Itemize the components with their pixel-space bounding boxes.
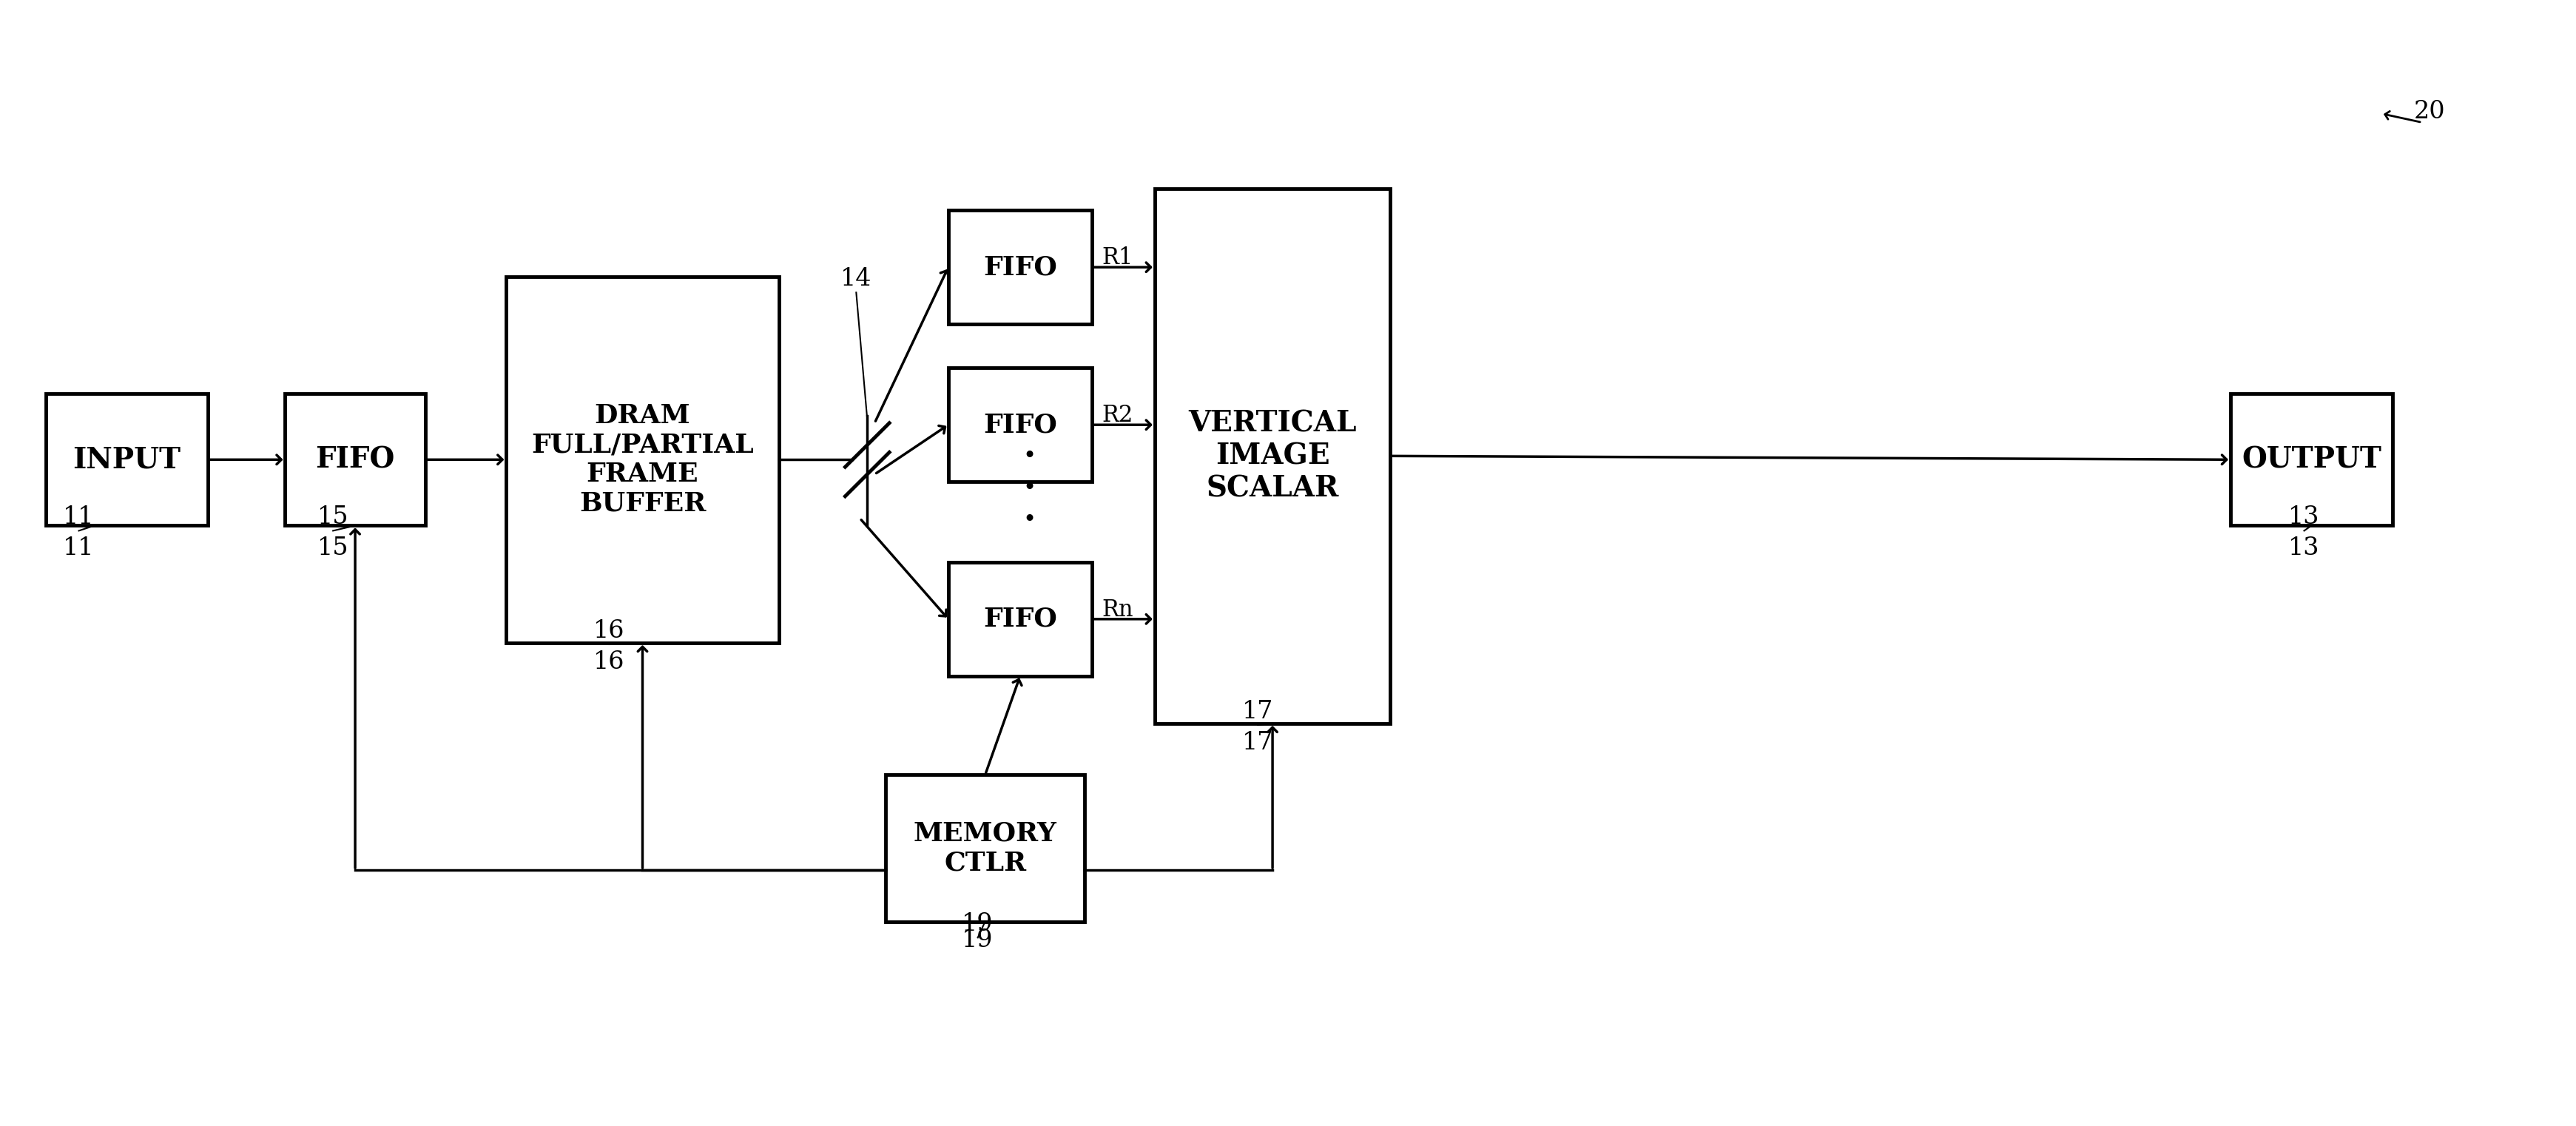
- Text: R1: R1: [1103, 247, 1133, 269]
- Bar: [948, 562, 1092, 676]
- Text: 16: 16: [592, 650, 626, 673]
- Text: 13: 13: [2287, 537, 2321, 561]
- Text: OUTPUT: OUTPUT: [2241, 446, 2380, 474]
- Text: FIFO: FIFO: [984, 254, 1056, 279]
- Bar: [948, 211, 1092, 324]
- Text: 13: 13: [2287, 506, 2321, 529]
- Text: Rn: Rn: [1103, 598, 1133, 622]
- Text: R2: R2: [1103, 404, 1133, 427]
- Text: •
•
•: • • •: [1023, 446, 1036, 533]
- Bar: [286, 394, 425, 526]
- Text: FIFO: FIFO: [984, 412, 1056, 437]
- Text: 15: 15: [317, 506, 348, 529]
- Text: 19: 19: [961, 912, 994, 936]
- Text: 16: 16: [592, 619, 626, 643]
- Text: DRAM
FULL/PARTIAL
FRAME
BUFFER: DRAM FULL/PARTIAL FRAME BUFFER: [531, 403, 755, 516]
- Bar: [507, 276, 778, 643]
- Text: 17: 17: [1242, 700, 1273, 724]
- Bar: [46, 394, 209, 526]
- Bar: [1154, 188, 1391, 724]
- Text: VERTICAL
IMAGE
SCALAR: VERTICAL IMAGE SCALAR: [1188, 410, 1358, 502]
- Text: 15: 15: [317, 537, 348, 561]
- Bar: [886, 775, 1084, 921]
- Text: FIFO: FIFO: [984, 607, 1056, 632]
- Text: MEMORY
CTLR: MEMORY CTLR: [914, 821, 1056, 875]
- Text: INPUT: INPUT: [72, 446, 180, 474]
- Text: 19: 19: [961, 929, 994, 953]
- Bar: [948, 368, 1092, 482]
- Text: 11: 11: [62, 506, 95, 529]
- Text: 20: 20: [2414, 99, 2445, 123]
- Text: 17: 17: [1242, 731, 1273, 754]
- Text: 14: 14: [840, 267, 871, 291]
- Text: 11: 11: [62, 537, 95, 561]
- Bar: [2231, 394, 2393, 526]
- Text: FIFO: FIFO: [314, 446, 394, 474]
